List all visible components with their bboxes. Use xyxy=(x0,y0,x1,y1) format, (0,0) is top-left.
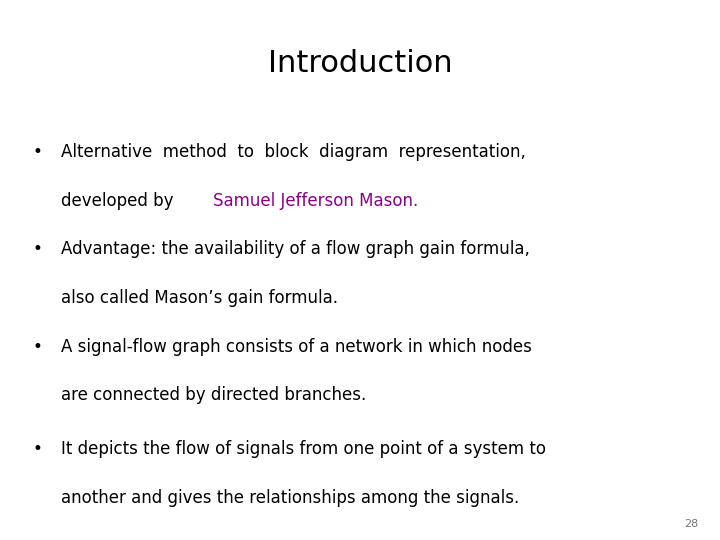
Text: 28: 28 xyxy=(684,519,698,529)
Text: A signal-flow graph consists of a network in which nodes: A signal-flow graph consists of a networ… xyxy=(61,338,532,355)
Text: another and gives the relationships among the signals.: another and gives the relationships amon… xyxy=(61,489,519,507)
Text: Advantage: the availability of a flow graph gain formula,: Advantage: the availability of a flow gr… xyxy=(61,240,530,258)
Text: are connected by directed branches.: are connected by directed branches. xyxy=(61,386,366,404)
Text: •: • xyxy=(32,440,42,458)
Text: •: • xyxy=(32,338,42,355)
Text: It depicts the flow of signals from one point of a system to: It depicts the flow of signals from one … xyxy=(61,440,546,458)
Text: Alternative  method  to  block  diagram  representation,: Alternative method to block diagram repr… xyxy=(61,143,526,161)
Text: also called Mason’s gain formula.: also called Mason’s gain formula. xyxy=(61,289,338,307)
Text: developed by: developed by xyxy=(61,192,179,210)
Text: Samuel Jefferson Mason.: Samuel Jefferson Mason. xyxy=(213,192,418,210)
Text: Introduction: Introduction xyxy=(268,49,452,78)
Text: •: • xyxy=(32,240,42,258)
Text: •: • xyxy=(32,143,42,161)
